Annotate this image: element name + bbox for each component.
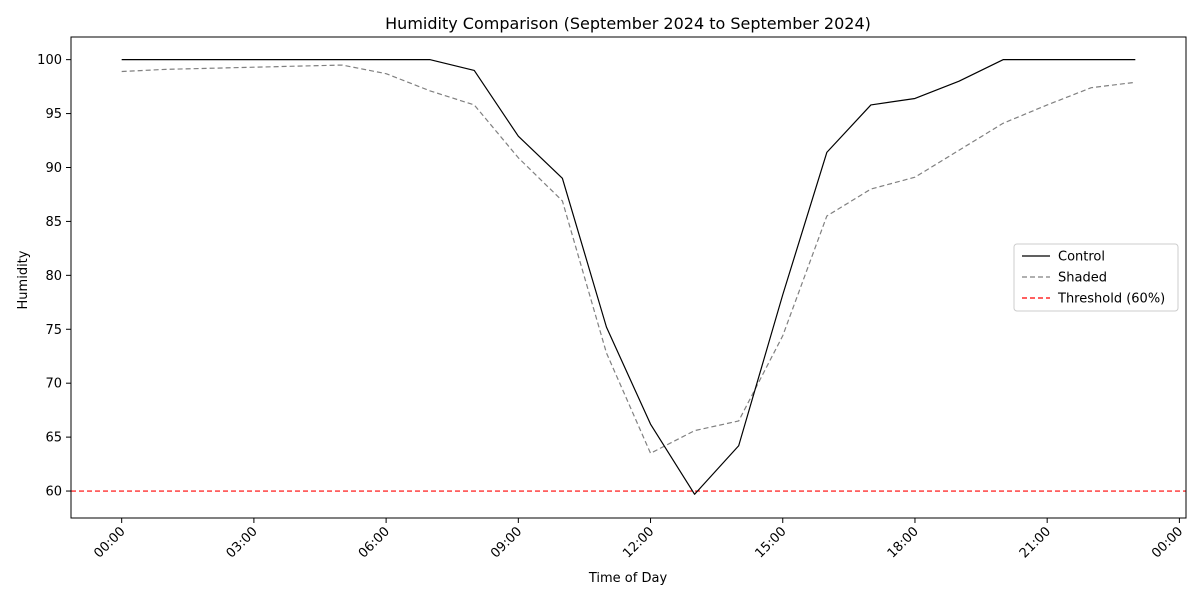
plot-area <box>71 59 1186 495</box>
legend-label-1: Shaded <box>1058 271 1107 286</box>
y-tick-label: 90 <box>45 161 62 176</box>
series-line-control <box>121 59 1136 495</box>
y-tick-label: 80 <box>45 269 62 284</box>
y-tick-label: 95 <box>45 107 62 122</box>
legend-label-2: Threshold (60%) <box>1057 292 1165 307</box>
chart-title: Humidity Comparison (September 2024 to S… <box>385 14 871 33</box>
legend-label-0: Control <box>1058 250 1105 265</box>
series-line-shaded <box>121 64 1136 454</box>
legend-box <box>1013 243 1179 312</box>
y-tick-label: 65 <box>45 431 62 446</box>
y-tick-label: 60 <box>45 485 62 500</box>
y-tick-label: 85 <box>45 215 62 230</box>
y-axis-label: Humidity <box>16 250 31 309</box>
legend: Control Shaded Threshold (60%) <box>1013 243 1179 312</box>
axes-frame <box>70 36 1187 519</box>
y-tick-label: 100 <box>37 53 62 68</box>
x-axis-label: Time of Day <box>588 571 668 586</box>
y-tick-label: 70 <box>45 377 62 392</box>
y-tick-label: 75 <box>45 323 62 338</box>
